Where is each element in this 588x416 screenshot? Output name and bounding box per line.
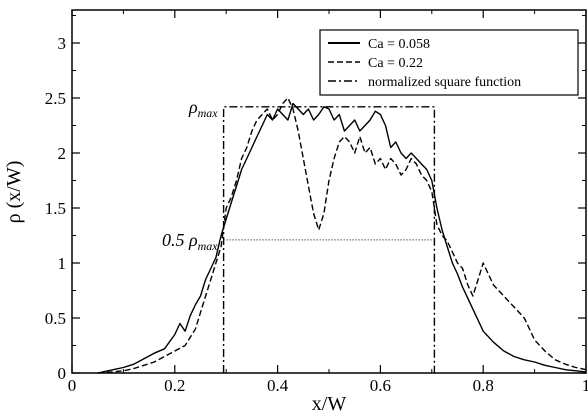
- x-tick-label: 0.4: [267, 376, 289, 395]
- x-tick-label: 1: [582, 376, 588, 395]
- y-tick-label: 0.5: [45, 309, 66, 328]
- x-tick-label: 0: [68, 376, 77, 395]
- annotation-half-rho-max: 0.5 ρmax: [162, 230, 218, 253]
- annotation-layer: ρmax 0.5 ρmax: [162, 97, 218, 253]
- series-layer: [97, 97, 587, 374]
- y-tick-label: 2: [58, 144, 67, 163]
- x-axis-title: x/W: [312, 393, 347, 415]
- x-tick-label: 0.2: [164, 376, 185, 395]
- axis-ticks: 0 0.2 0.4 0.6 0.8 1 0 0.5 1 1.5 2 2.5 3: [45, 10, 588, 395]
- series-ca-0058-line: [97, 102, 587, 374]
- y-tick-label: 1.5: [45, 199, 66, 218]
- y-tick-label: 0: [58, 364, 67, 383]
- y-axis-title: ρ (x/W): [3, 161, 25, 224]
- legend-label: Ca = 0.22: [368, 56, 423, 71]
- y-tick-label: 1: [58, 254, 67, 273]
- y-tick-label: 2.5: [45, 89, 66, 108]
- legend-label: Ca = 0.058: [368, 37, 430, 52]
- legend: Ca = 0.058 Ca = 0.22 normalized square fun…: [319, 29, 579, 96]
- x-tick-label: 0.6: [370, 376, 391, 395]
- annotation-rho-max: ρmax: [188, 97, 218, 120]
- y-tick-label: 3: [58, 34, 67, 53]
- series-ca-022-line: [97, 97, 587, 374]
- series-square-function-line: [222, 106, 436, 373]
- legend-label: normalized square function: [368, 75, 521, 90]
- x-tick-label: 0.8: [473, 376, 494, 395]
- legend-box: [319, 29, 579, 96]
